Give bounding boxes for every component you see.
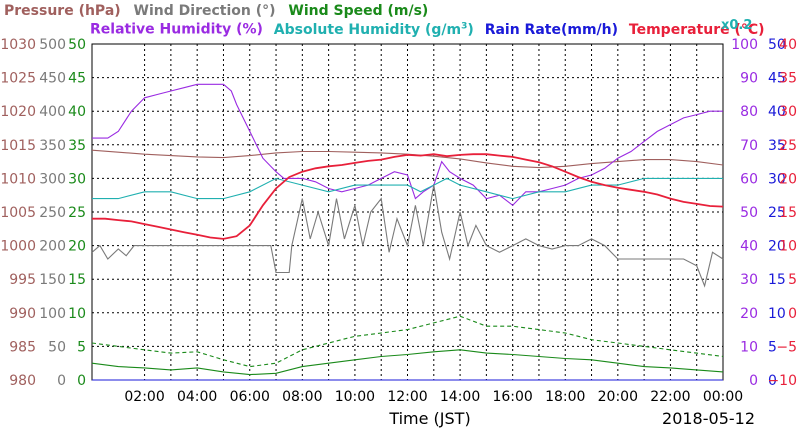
x-tick-label: 04:00 <box>177 389 217 405</box>
axis-tick-pressure: 980 <box>9 373 36 389</box>
axis-tick-relative-humidity: 0 <box>749 373 758 389</box>
legend-rain-rate: Rain Rate(mm/h) <box>484 21 619 38</box>
axis-tick-wind-direction: 200 <box>39 239 66 255</box>
date-label: 2018-05-12 <box>662 409 755 428</box>
axis-tick-wind-direction: 0 <box>57 373 66 389</box>
axis-tick-relative-humidity: 90 <box>740 71 758 87</box>
x-tick-label: 16:00 <box>492 389 532 405</box>
axis-tick-temperature: 5 <box>788 272 797 288</box>
axis-tick-wind-speed: 5 <box>77 339 86 355</box>
axis-tick-temperature: −10 <box>767 373 797 389</box>
axis-tick-wind-direction: 350 <box>39 138 66 154</box>
axis-tick-pressure: 985 <box>9 339 36 355</box>
x-tick-label: 06:00 <box>230 389 270 405</box>
axis-tick-wind-direction: 100 <box>39 306 66 322</box>
axis-tick-relative-humidity: 80 <box>740 104 758 120</box>
axis-tick-temperature: 30 <box>779 104 797 120</box>
x-tick-label: 20:00 <box>598 389 638 405</box>
series-wind-speed-gust-m-s <box>91 315 724 368</box>
axis-tick-pressure: 1025 <box>0 71 36 87</box>
axis-tick-wind-direction: 50 <box>48 339 66 355</box>
axis-tick-pressure: 1020 <box>0 104 36 120</box>
axis-tick-rain-rate: 15 <box>768 272 786 288</box>
x-tick-label: 12:00 <box>387 389 427 405</box>
axis-tick-pressure: 1000 <box>0 239 36 255</box>
axis-tick-wind-speed: 25 <box>68 205 86 221</box>
axis-tick-pressure: 1030 <box>0 37 36 53</box>
axis-tick-rain-rate: 5 <box>768 339 777 355</box>
axis-tick-rain-rate: 10 <box>768 306 786 322</box>
series-wind-direction <box>91 185 724 288</box>
x-tick-label: 22:00 <box>650 389 690 405</box>
legend-absolute-humidity: Absolute Humidity (g/m3) <box>273 21 474 38</box>
axis-tick-temperature: 40 <box>779 37 797 53</box>
legend-pressure: Pressure (hPa) <box>4 3 121 19</box>
x-axis-label: Time (JST) <box>388 409 470 428</box>
axis-tick-wind-speed: 40 <box>68 104 86 120</box>
axis-tick-rain-rate: 40 <box>768 104 786 120</box>
axis-tick-rain-rate: 30 <box>768 171 786 187</box>
axis-tick-relative-humidity: 10 <box>740 339 758 355</box>
axis-tick-relative-humidity: 50 <box>740 205 758 221</box>
x-tick-label: 08:00 <box>282 389 322 405</box>
axis-tick-wind-speed: 45 <box>68 71 86 87</box>
axis-tick-wind-speed: 35 <box>68 138 86 154</box>
axis-tick-wind-direction: 300 <box>39 171 66 187</box>
legend-temperature: Temperature (°C) <box>628 21 765 38</box>
axis-tick-relative-humidity: 60 <box>740 171 758 187</box>
axis-tick-wind-direction: 500 <box>39 37 66 53</box>
axis-tick-temperature: −5 <box>776 339 797 355</box>
axis-tick-rain-rate: 20 <box>768 239 786 255</box>
axis-tick-pressure: 990 <box>9 306 36 322</box>
axis-tick-rain-rate: 0 <box>768 373 777 389</box>
axis-tick-relative-humidity: 20 <box>740 306 758 322</box>
axis-tick-wind-direction: 150 <box>39 272 66 288</box>
axis-tick-wind-speed: 30 <box>68 171 86 187</box>
axis-tick-rain-rate: 45 <box>768 71 786 87</box>
axis-tick-wind-speed: 50 <box>68 37 86 53</box>
axis-tick-pressure: 995 <box>9 272 36 288</box>
x-tick-label: 14:00 <box>440 389 480 405</box>
axis-tick-wind-direction: 250 <box>39 205 66 221</box>
legend-relative-humidity: Relative Humidity (%) <box>90 21 263 38</box>
series-wind-speed-m-s <box>91 349 724 376</box>
axis-tick-wind-speed: 20 <box>68 239 86 255</box>
axis-tick-temperature: 10 <box>779 239 797 255</box>
axis-tick-temperature: 25 <box>779 138 797 154</box>
axis-tick-pressure: 1010 <box>0 171 36 187</box>
axis-tick-relative-humidity: 100 <box>731 37 758 53</box>
axis-tick-rain-rate: 25 <box>768 205 786 221</box>
axis-tick-relative-humidity: 70 <box>740 138 758 154</box>
rain-scale-label: x0.2 <box>721 18 753 33</box>
series-temperature-c <box>92 153 724 240</box>
legend-row-2: Relative Humidity (%) Absolute Humidity … <box>90 21 765 38</box>
axis-tick-temperature: 0 <box>788 306 797 322</box>
axis-tick-temperature: 15 <box>779 205 797 221</box>
series-relative-humidity <box>92 83 723 207</box>
axis-tick-wind-speed: 10 <box>68 306 86 322</box>
axis-tick-relative-humidity: 30 <box>740 272 758 288</box>
axis-tick-pressure: 1005 <box>0 205 36 221</box>
axis-tick-wind-speed: 0 <box>77 373 86 389</box>
axis-tick-wind-speed: 15 <box>68 272 86 288</box>
axis-tick-temperature: 20 <box>779 171 797 187</box>
axis-tick-rain-rate: 35 <box>768 138 786 154</box>
axis-tick-pressure: 1015 <box>0 138 36 154</box>
axis-tick-wind-direction: 400 <box>39 104 66 120</box>
axis-tick-rain-rate: 50 <box>768 37 786 53</box>
axis-tick-temperature: 35 <box>779 71 797 87</box>
x-tick-label: 18:00 <box>545 389 585 405</box>
axis-tick-wind-direction: 450 <box>39 71 66 87</box>
x-tick-label: 00:00 <box>703 389 743 405</box>
x-tick-label: 10:00 <box>335 389 375 405</box>
x-tick-label: 02:00 <box>124 389 164 405</box>
axis-tick-relative-humidity: 40 <box>740 239 758 255</box>
legend-row-1: Pressure (hPa) Wind Direction (°) Wind S… <box>4 3 428 19</box>
legend-wind-speed: Wind Speed (m/s) <box>288 3 429 19</box>
legend-wind-direction: Wind Direction (°) <box>133 3 276 19</box>
